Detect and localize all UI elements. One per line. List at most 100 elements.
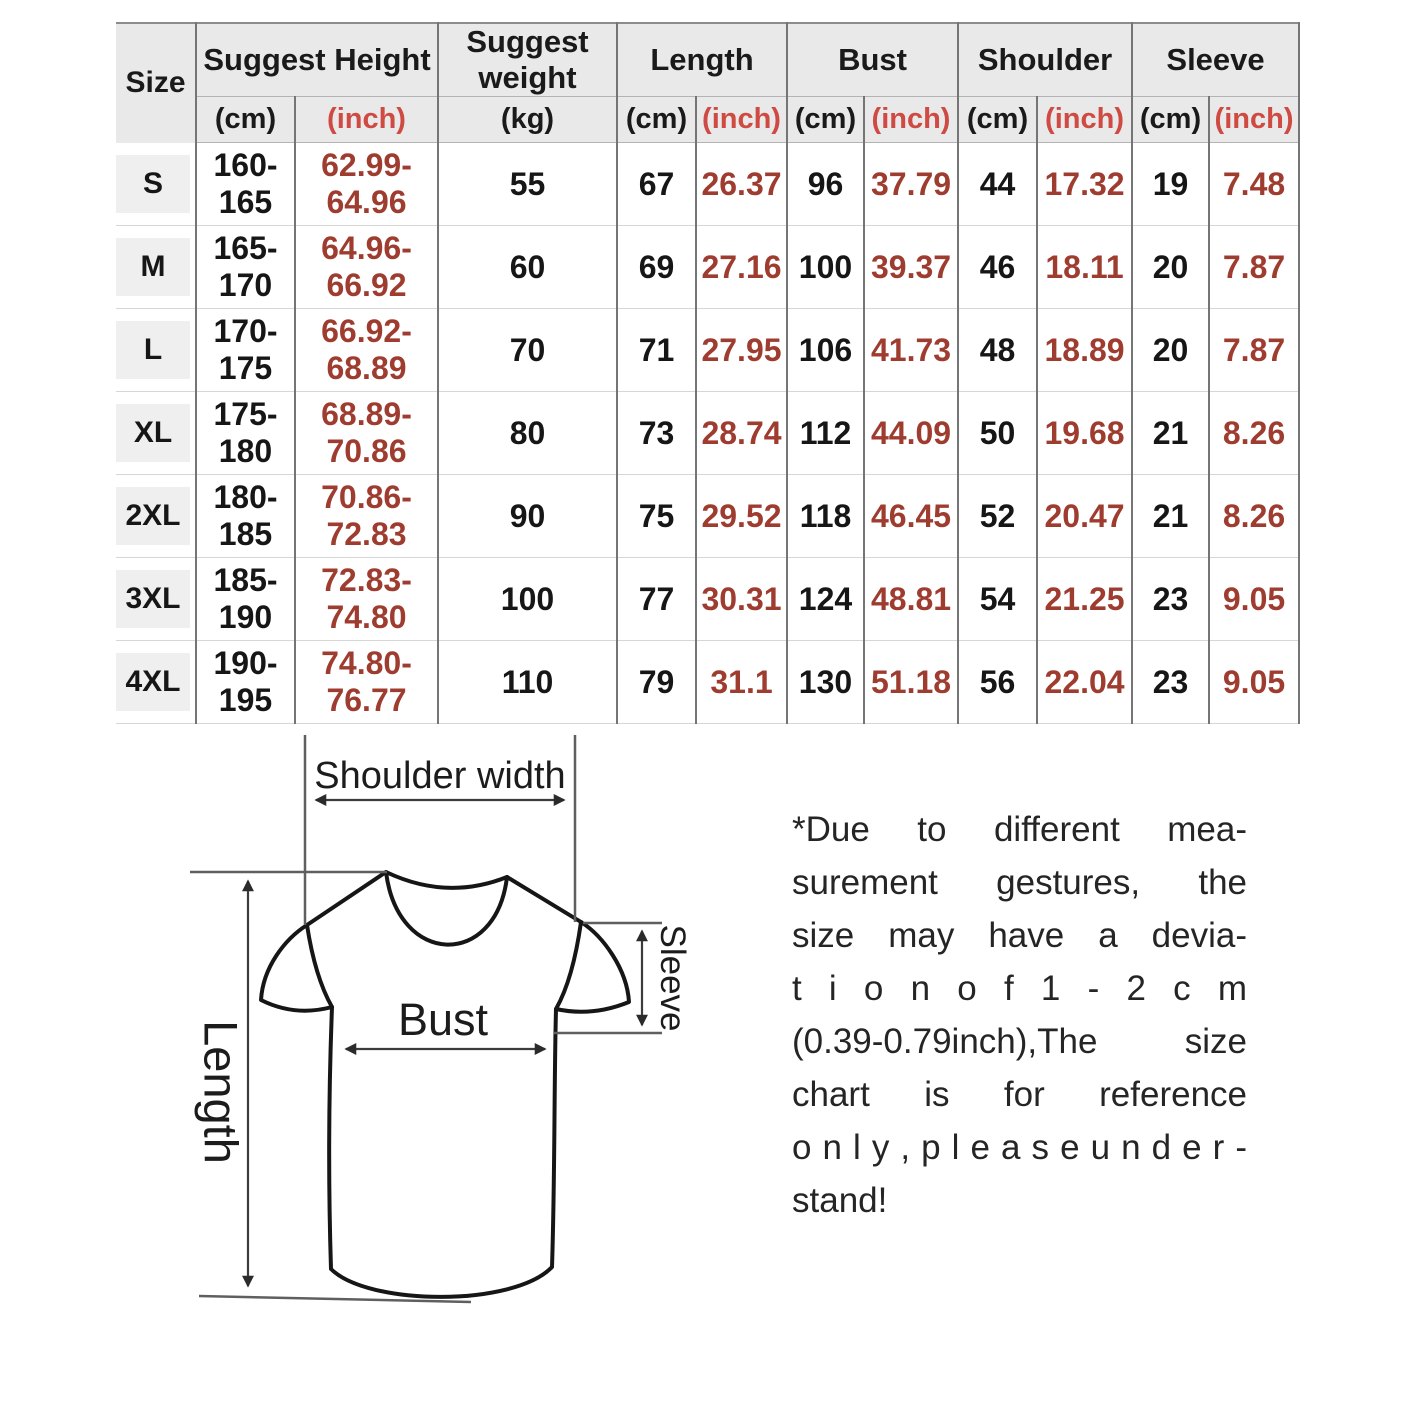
value-cell: 18.11 bbox=[1037, 225, 1134, 309]
value-cell: 21.25 bbox=[1037, 557, 1134, 641]
value-cell: 28.74 bbox=[696, 391, 788, 475]
length-label: Length bbox=[195, 1020, 248, 1164]
table-row: 4XL 190-195 74.80-76.77 110 79 31.1 130 51.18 56… bbox=[116, 640, 1301, 724]
length-measure: Length bbox=[190, 870, 472, 1304]
table-units-row: (cm) (inch) (kg) (cm) (inch) (cm) (inch)… bbox=[116, 96, 1301, 143]
value-cell: 23 bbox=[1132, 640, 1211, 724]
value-cell: 21 bbox=[1132, 391, 1211, 475]
disclaimer-line: (0.39-0.79inch),The size bbox=[792, 1022, 1247, 1061]
value-cell: 165-170 bbox=[196, 225, 296, 309]
value-cell: 170-175 bbox=[196, 308, 296, 392]
value-cell: 90 bbox=[438, 474, 618, 558]
value-cell: 7.48 bbox=[1209, 142, 1301, 226]
value-cell: 190-195 bbox=[196, 640, 296, 724]
value-cell: 69 bbox=[617, 225, 697, 309]
value-cell: 23 bbox=[1132, 557, 1211, 641]
size-cell: 4XL bbox=[116, 640, 197, 724]
size-cell: M bbox=[116, 225, 197, 309]
col-header-suggest-weight: Suggest weight bbox=[438, 23, 618, 97]
value-cell: 19.68 bbox=[1037, 391, 1134, 475]
value-cell: 185-190 bbox=[196, 557, 296, 641]
value-cell: 26.37 bbox=[696, 142, 788, 226]
value-cell: 130 bbox=[787, 640, 865, 724]
table-row: 2XL 180-185 70.86-72.83 90 75 29.52 118 46.45 52… bbox=[116, 474, 1301, 558]
value-cell: 44.09 bbox=[864, 391, 960, 475]
col-header-size: Size bbox=[116, 23, 197, 143]
value-cell: 19 bbox=[1132, 142, 1211, 226]
value-cell: 112 bbox=[787, 391, 865, 475]
value-cell: 27.95 bbox=[696, 308, 788, 392]
table-group-header-row: Size Suggest Height Suggest weight Lengt… bbox=[116, 23, 1301, 143]
disclaimer-line: t i o n o f 1 - 2 c m bbox=[792, 969, 1247, 1008]
value-cell: 46 bbox=[958, 225, 1039, 309]
value-cell: 54 bbox=[958, 557, 1039, 641]
value-cell: 48 bbox=[958, 308, 1039, 392]
value-cell: 56 bbox=[958, 640, 1039, 724]
unit-height-cm: (cm) bbox=[196, 96, 296, 143]
shoulder-width-label: Shoulder width bbox=[314, 755, 565, 797]
value-cell: 17.32 bbox=[1037, 142, 1134, 226]
value-cell: 46.45 bbox=[864, 474, 960, 558]
value-cell: 7.87 bbox=[1209, 225, 1301, 309]
value-cell: 67 bbox=[617, 142, 697, 226]
bust-measure: Bust bbox=[344, 994, 547, 1055]
value-cell: 70.86-72.83 bbox=[295, 474, 439, 558]
value-cell: 27.16 bbox=[696, 225, 788, 309]
value-cell: 9.05 bbox=[1209, 640, 1301, 724]
value-cell: 118 bbox=[787, 474, 865, 558]
value-cell: 175-180 bbox=[196, 391, 296, 475]
disclaimer-line: chart is for reference bbox=[792, 1075, 1247, 1114]
value-cell: 68.89-70.86 bbox=[295, 391, 439, 475]
value-cell: 9.05 bbox=[1209, 557, 1301, 641]
tshirt-left-armhole bbox=[305, 923, 334, 1009]
unit-sleeve-cm: (cm) bbox=[1132, 96, 1211, 143]
tshirt-body bbox=[259, 870, 631, 1299]
value-cell: 100 bbox=[787, 225, 865, 309]
unit-length-inch: (inch) bbox=[696, 96, 788, 143]
size-label: XL bbox=[116, 404, 190, 462]
value-cell: 71 bbox=[617, 308, 697, 392]
unit-weight-kg: (kg) bbox=[438, 96, 618, 143]
length-bottom-tick bbox=[198, 1294, 472, 1304]
value-cell: 44 bbox=[958, 142, 1039, 226]
value-cell: 50 bbox=[958, 391, 1039, 475]
value-cell: 110 bbox=[438, 640, 618, 724]
unit-length-cm: (cm) bbox=[617, 96, 697, 143]
tshirt-outline bbox=[259, 870, 631, 1299]
value-cell: 62.99-64.96 bbox=[295, 142, 439, 226]
value-cell: 60 bbox=[438, 225, 618, 309]
value-cell: 79 bbox=[617, 640, 697, 724]
value-cell: 29.52 bbox=[696, 474, 788, 558]
table-row: XL 175-180 68.89-70.86 80 73 28.74 112 44.09 50 1… bbox=[116, 391, 1301, 475]
value-cell: 64.96-66.92 bbox=[295, 225, 439, 309]
bust-label: Bust bbox=[398, 994, 489, 1045]
table-row: M 165-170 64.96-66.92 60 69 27.16 100 39.37 46 18… bbox=[116, 225, 1301, 309]
tshirt-measurement-diagram: Shoulder width Length Sleeve Bust bbox=[190, 735, 692, 1304]
value-cell: 30.31 bbox=[696, 557, 788, 641]
unit-bust-cm: (cm) bbox=[787, 96, 865, 143]
disclaimer-line: size may have a devia- bbox=[792, 916, 1247, 955]
value-cell: 18.89 bbox=[1037, 308, 1134, 392]
size-table: Size Suggest Height Suggest weight Lengt… bbox=[116, 22, 1301, 724]
value-cell: 48.81 bbox=[864, 557, 960, 641]
value-cell: 55 bbox=[438, 142, 618, 226]
unit-sleeve-inch: (inch) bbox=[1209, 96, 1301, 143]
size-table-body: S 160-165 62.99-64.96 55 67 26.37 96 37.79 44 17.… bbox=[116, 142, 1301, 724]
value-cell: 160-165 bbox=[196, 142, 296, 226]
col-header-bust: Bust bbox=[787, 23, 960, 97]
size-cell: 2XL bbox=[116, 474, 197, 558]
unit-bust-inch: (inch) bbox=[864, 96, 960, 143]
value-cell: 52 bbox=[958, 474, 1039, 558]
value-cell: 20 bbox=[1132, 308, 1211, 392]
value-cell: 37.79 bbox=[864, 142, 960, 226]
value-cell: 22.04 bbox=[1037, 640, 1134, 724]
unit-shoulder-inch: (inch) bbox=[1037, 96, 1134, 143]
size-label: 3XL bbox=[116, 570, 190, 628]
value-cell: 7.87 bbox=[1209, 308, 1301, 392]
disclaimer-line: o n l y , p l e a s e u n d e r - bbox=[792, 1128, 1247, 1167]
shoulder-width-measure: Shoulder width bbox=[303, 735, 577, 925]
sleeve-label: Sleeve bbox=[653, 924, 692, 1031]
tshirt-right-armhole bbox=[554, 920, 583, 1011]
sleeve-measure: Sleeve bbox=[554, 921, 692, 1035]
